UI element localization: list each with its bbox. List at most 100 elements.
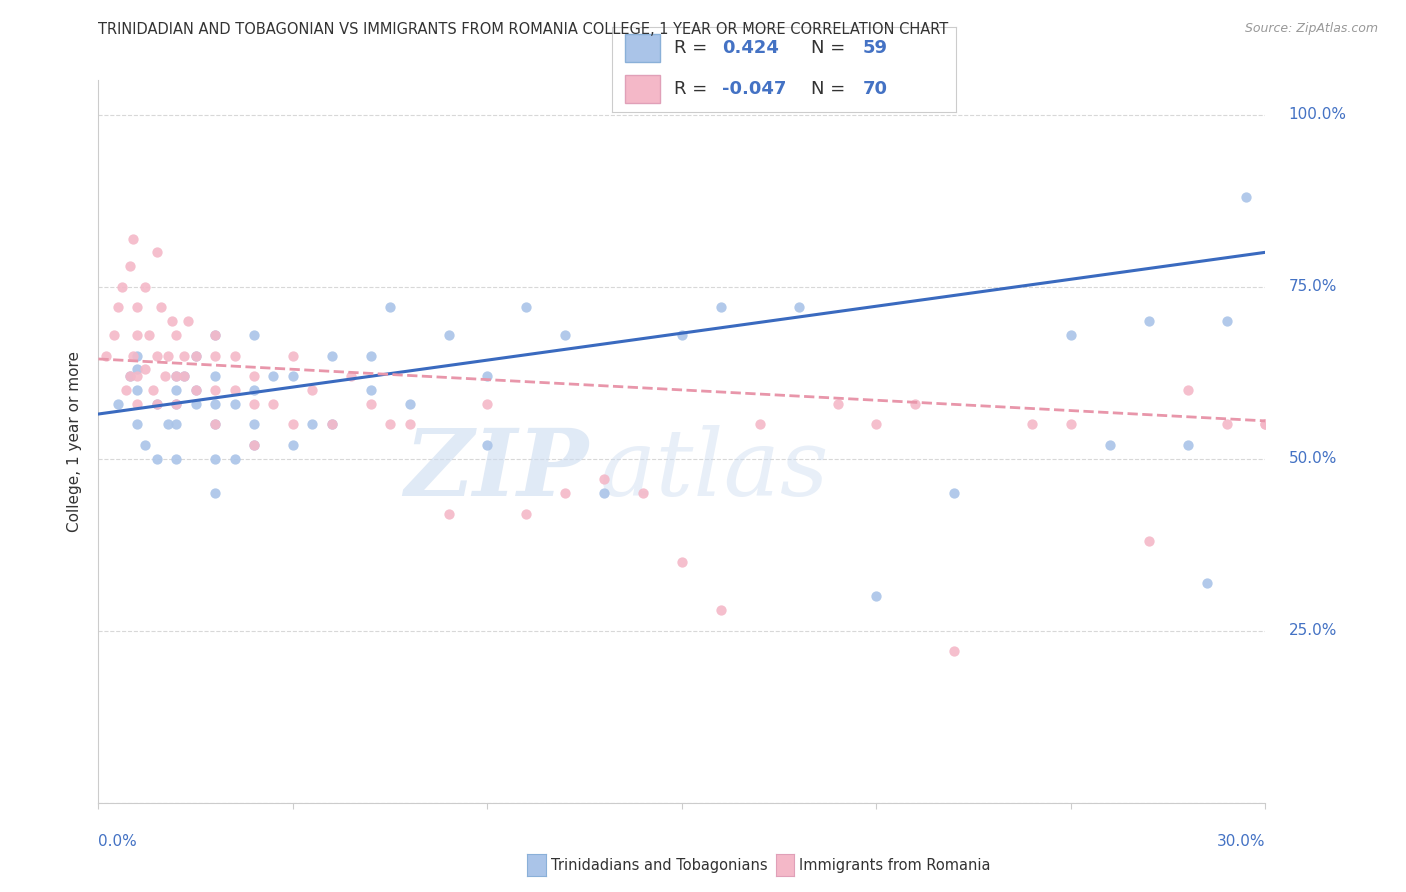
Point — [281, 369, 304, 384]
Text: Trinidadians and Tobagonians: Trinidadians and Tobagonians — [551, 858, 768, 872]
Point — [340, 369, 363, 384]
Text: atlas: atlas — [600, 425, 830, 516]
Point — [173, 369, 195, 384]
Text: N =: N = — [811, 79, 845, 97]
Point — [281, 438, 304, 452]
Point — [204, 417, 226, 432]
Point — [593, 486, 616, 500]
Point — [1060, 417, 1083, 432]
Point — [184, 383, 207, 397]
Point — [165, 417, 187, 432]
Point — [153, 369, 176, 384]
Point — [103, 327, 125, 342]
Text: -0.047: -0.047 — [721, 79, 786, 97]
Point — [134, 279, 156, 293]
Point — [321, 349, 343, 363]
Text: 50.0%: 50.0% — [1289, 451, 1337, 467]
Point — [204, 383, 226, 397]
Point — [1021, 417, 1043, 432]
Point — [281, 349, 304, 363]
Point — [301, 417, 323, 432]
Point — [1254, 417, 1277, 432]
Point — [554, 327, 576, 342]
Point — [631, 486, 654, 500]
Point — [127, 301, 149, 315]
Point — [114, 383, 136, 397]
Point — [127, 327, 149, 342]
Point — [204, 327, 226, 342]
Point — [1234, 190, 1257, 204]
Text: ZIP: ZIP — [405, 425, 589, 516]
Point — [671, 327, 693, 342]
Y-axis label: College, 1 year or more: College, 1 year or more — [67, 351, 83, 532]
Point — [122, 349, 145, 363]
Point — [224, 397, 246, 411]
FancyBboxPatch shape — [626, 75, 659, 103]
Point — [146, 397, 169, 411]
Point — [593, 472, 616, 486]
Text: Source: ZipAtlas.com: Source: ZipAtlas.com — [1244, 22, 1378, 36]
Text: 0.0%: 0.0% — [98, 834, 138, 849]
Point — [122, 231, 145, 245]
Point — [671, 555, 693, 569]
Point — [398, 417, 420, 432]
Point — [710, 603, 733, 617]
Point — [554, 486, 576, 500]
Point — [165, 397, 187, 411]
Point — [1177, 383, 1199, 397]
Point — [165, 397, 187, 411]
Point — [477, 369, 499, 384]
Point — [138, 327, 160, 342]
Text: 75.0%: 75.0% — [1289, 279, 1337, 294]
Point — [127, 397, 149, 411]
Point — [224, 451, 246, 466]
FancyBboxPatch shape — [626, 35, 659, 62]
Point — [262, 369, 284, 384]
Point — [1215, 417, 1237, 432]
Point — [943, 644, 966, 658]
Point — [904, 397, 927, 411]
Point — [243, 369, 266, 384]
Text: 25.0%: 25.0% — [1289, 624, 1337, 639]
Point — [477, 397, 499, 411]
Point — [127, 383, 149, 397]
Point — [748, 417, 770, 432]
Point — [127, 417, 149, 432]
Point — [1195, 575, 1218, 590]
Point — [173, 369, 195, 384]
Point — [204, 451, 226, 466]
Point — [142, 383, 165, 397]
Point — [360, 397, 382, 411]
Point — [1215, 314, 1237, 328]
Point — [243, 438, 266, 452]
Text: N =: N = — [811, 39, 845, 57]
Point — [127, 349, 149, 363]
Point — [243, 383, 266, 397]
Point — [437, 327, 460, 342]
Text: 0.424: 0.424 — [721, 39, 779, 57]
Point — [243, 327, 266, 342]
Point — [243, 397, 266, 411]
Point — [204, 369, 226, 384]
Point — [398, 397, 420, 411]
Point — [107, 397, 129, 411]
Text: 59: 59 — [863, 39, 889, 57]
Point — [204, 349, 226, 363]
Point — [165, 451, 187, 466]
Point — [281, 417, 304, 432]
Point — [865, 590, 887, 604]
Point — [184, 383, 207, 397]
Text: 70: 70 — [863, 79, 889, 97]
Point — [204, 486, 226, 500]
Point — [149, 301, 172, 315]
Point — [1137, 314, 1160, 328]
Point — [184, 349, 207, 363]
Point — [96, 349, 118, 363]
Text: 100.0%: 100.0% — [1289, 107, 1347, 122]
Point — [865, 417, 887, 432]
Text: TRINIDADIAN AND TOBAGONIAN VS IMMIGRANTS FROM ROMANIA COLLEGE, 1 YEAR OR MORE CO: TRINIDADIAN AND TOBAGONIAN VS IMMIGRANTS… — [98, 22, 949, 37]
Point — [165, 327, 187, 342]
Point — [243, 417, 266, 432]
Point — [243, 438, 266, 452]
Point — [710, 301, 733, 315]
